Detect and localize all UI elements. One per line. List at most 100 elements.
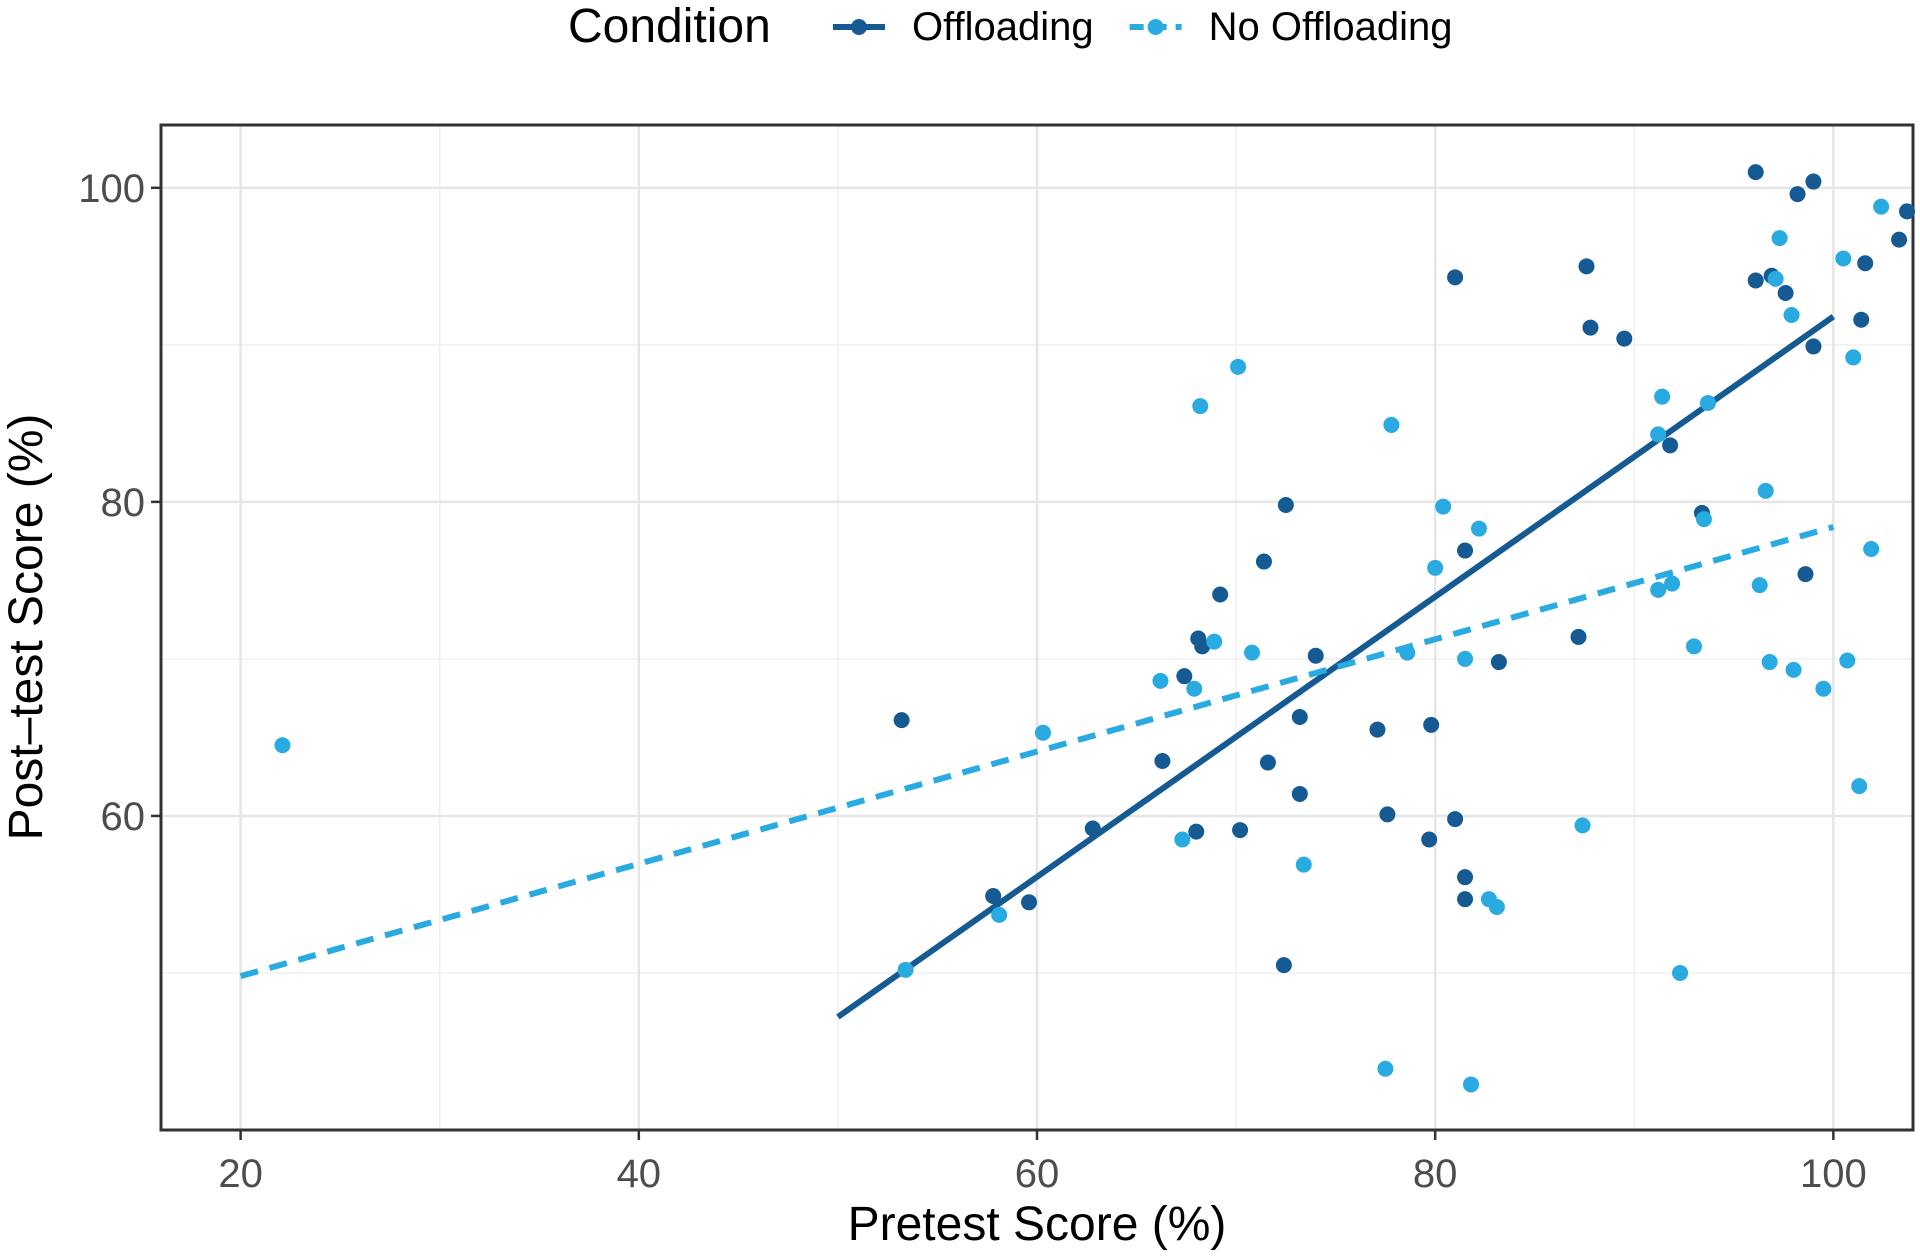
point-offloading bbox=[1578, 258, 1595, 275]
x-tick-label: 20 bbox=[218, 1152, 263, 1196]
point-offloading bbox=[1570, 628, 1587, 645]
point-offloading bbox=[1805, 338, 1822, 355]
point-offloading bbox=[1805, 173, 1822, 190]
point-no-offloading bbox=[1845, 349, 1862, 366]
point-no-offloading bbox=[991, 906, 1008, 923]
point-no-offloading bbox=[1672, 964, 1689, 981]
legend-key-point bbox=[1147, 19, 1164, 35]
point-offloading bbox=[1853, 311, 1870, 328]
point-no-offloading bbox=[1650, 581, 1667, 598]
point-offloading bbox=[1291, 709, 1308, 726]
point-offloading bbox=[1188, 823, 1205, 840]
point-offloading bbox=[1777, 285, 1794, 302]
point-offloading bbox=[1291, 785, 1308, 802]
point-offloading bbox=[1457, 542, 1474, 559]
data-points bbox=[274, 164, 1916, 1093]
y-axis-title: Post–test Score (%) bbox=[0, 414, 53, 841]
point-offloading bbox=[1277, 497, 1294, 514]
point-offloading bbox=[1747, 164, 1764, 181]
point-offloading bbox=[1857, 255, 1874, 272]
point-offloading bbox=[1457, 869, 1474, 886]
point-offloading bbox=[1899, 203, 1916, 220]
y-tick-label: 100 bbox=[78, 167, 145, 211]
point-offloading bbox=[1457, 891, 1474, 908]
point-no-offloading bbox=[1686, 638, 1702, 655]
point-offloading bbox=[1154, 752, 1171, 769]
x-tick-label: 60 bbox=[1015, 1152, 1060, 1196]
point-no-offloading bbox=[1192, 398, 1209, 415]
point-no-offloading bbox=[1654, 388, 1671, 405]
point-no-offloading bbox=[897, 961, 914, 978]
fit-line-no-offloading bbox=[239, 524, 1835, 979]
point-offloading bbox=[1490, 654, 1507, 671]
fit-line-offloading bbox=[836, 314, 1836, 1020]
point-no-offloading bbox=[1783, 307, 1800, 324]
point-no-offloading bbox=[1664, 575, 1681, 592]
point-offloading bbox=[1747, 272, 1764, 289]
point-no-offloading bbox=[1785, 661, 1802, 678]
point-offloading bbox=[1421, 831, 1438, 848]
point-no-offloading bbox=[1435, 498, 1452, 515]
fit-lines bbox=[239, 314, 1836, 1020]
point-no-offloading bbox=[1244, 644, 1261, 661]
x-tick-label: 80 bbox=[1413, 1152, 1458, 1196]
x-axis-title: Pretest Score (%) bbox=[848, 1198, 1227, 1251]
point-no-offloading bbox=[1152, 672, 1169, 689]
point-no-offloading bbox=[1851, 778, 1868, 795]
point-offloading bbox=[893, 712, 910, 729]
point-no-offloading bbox=[1839, 652, 1856, 669]
x-tick-label: 40 bbox=[617, 1152, 662, 1196]
point-no-offloading bbox=[1863, 540, 1880, 557]
point-offloading bbox=[1212, 586, 1229, 603]
point-no-offloading bbox=[1230, 358, 1247, 375]
point-no-offloading bbox=[1206, 633, 1223, 650]
point-offloading bbox=[1176, 668, 1193, 685]
point-no-offloading bbox=[1186, 680, 1203, 697]
point-no-offloading bbox=[1650, 426, 1667, 443]
y-tick-label: 80 bbox=[101, 481, 146, 525]
point-no-offloading bbox=[1767, 270, 1784, 287]
point-offloading bbox=[1369, 721, 1386, 738]
axes: 20 40 60 80 100 60 80 100 bbox=[78, 167, 1866, 1196]
point-offloading bbox=[1891, 231, 1908, 248]
point-no-offloading bbox=[1757, 482, 1774, 499]
point-offloading bbox=[1616, 330, 1633, 347]
point-offloading bbox=[1084, 820, 1101, 837]
point-no-offloading bbox=[274, 737, 291, 754]
legend-label: No Offloading bbox=[1209, 5, 1453, 49]
point-no-offloading bbox=[1399, 644, 1416, 661]
grid bbox=[161, 125, 1913, 1130]
x-tick-label: 100 bbox=[1800, 1152, 1867, 1196]
point-no-offloading bbox=[1574, 817, 1591, 834]
point-no-offloading bbox=[1383, 416, 1400, 433]
y-tick-label: 60 bbox=[101, 795, 146, 839]
point-offloading bbox=[1259, 754, 1276, 771]
legend-key-point bbox=[851, 19, 867, 35]
point-no-offloading bbox=[1695, 511, 1712, 528]
point-offloading bbox=[1232, 822, 1249, 839]
point-no-offloading bbox=[1470, 520, 1487, 537]
point-offloading bbox=[1379, 806, 1396, 823]
point-offloading bbox=[1662, 437, 1679, 454]
legend-title: Condition bbox=[568, 0, 771, 53]
point-no-offloading bbox=[1377, 1060, 1394, 1077]
point-no-offloading bbox=[1835, 250, 1852, 267]
point-no-offloading bbox=[1699, 394, 1716, 411]
point-no-offloading bbox=[1427, 559, 1444, 576]
point-offloading bbox=[1797, 566, 1814, 583]
legend: Condition Offloading No Offloading bbox=[568, 0, 1453, 53]
point-offloading bbox=[985, 888, 1002, 905]
point-no-offloading bbox=[1751, 577, 1768, 594]
point-no-offloading bbox=[1463, 1076, 1480, 1093]
legend-item-offloading: Offloading bbox=[833, 5, 1094, 49]
point-no-offloading bbox=[1034, 724, 1051, 741]
legend-items: Offloading No Offloading bbox=[833, 5, 1453, 49]
point-no-offloading bbox=[1771, 230, 1788, 247]
point-no-offloading bbox=[1488, 899, 1505, 916]
legend-item-no-offloading: No Offloading bbox=[1129, 5, 1453, 49]
point-no-offloading bbox=[1174, 831, 1191, 848]
point-no-offloading bbox=[1457, 650, 1474, 667]
point-offloading bbox=[1447, 269, 1464, 286]
point-offloading bbox=[1582, 319, 1599, 336]
